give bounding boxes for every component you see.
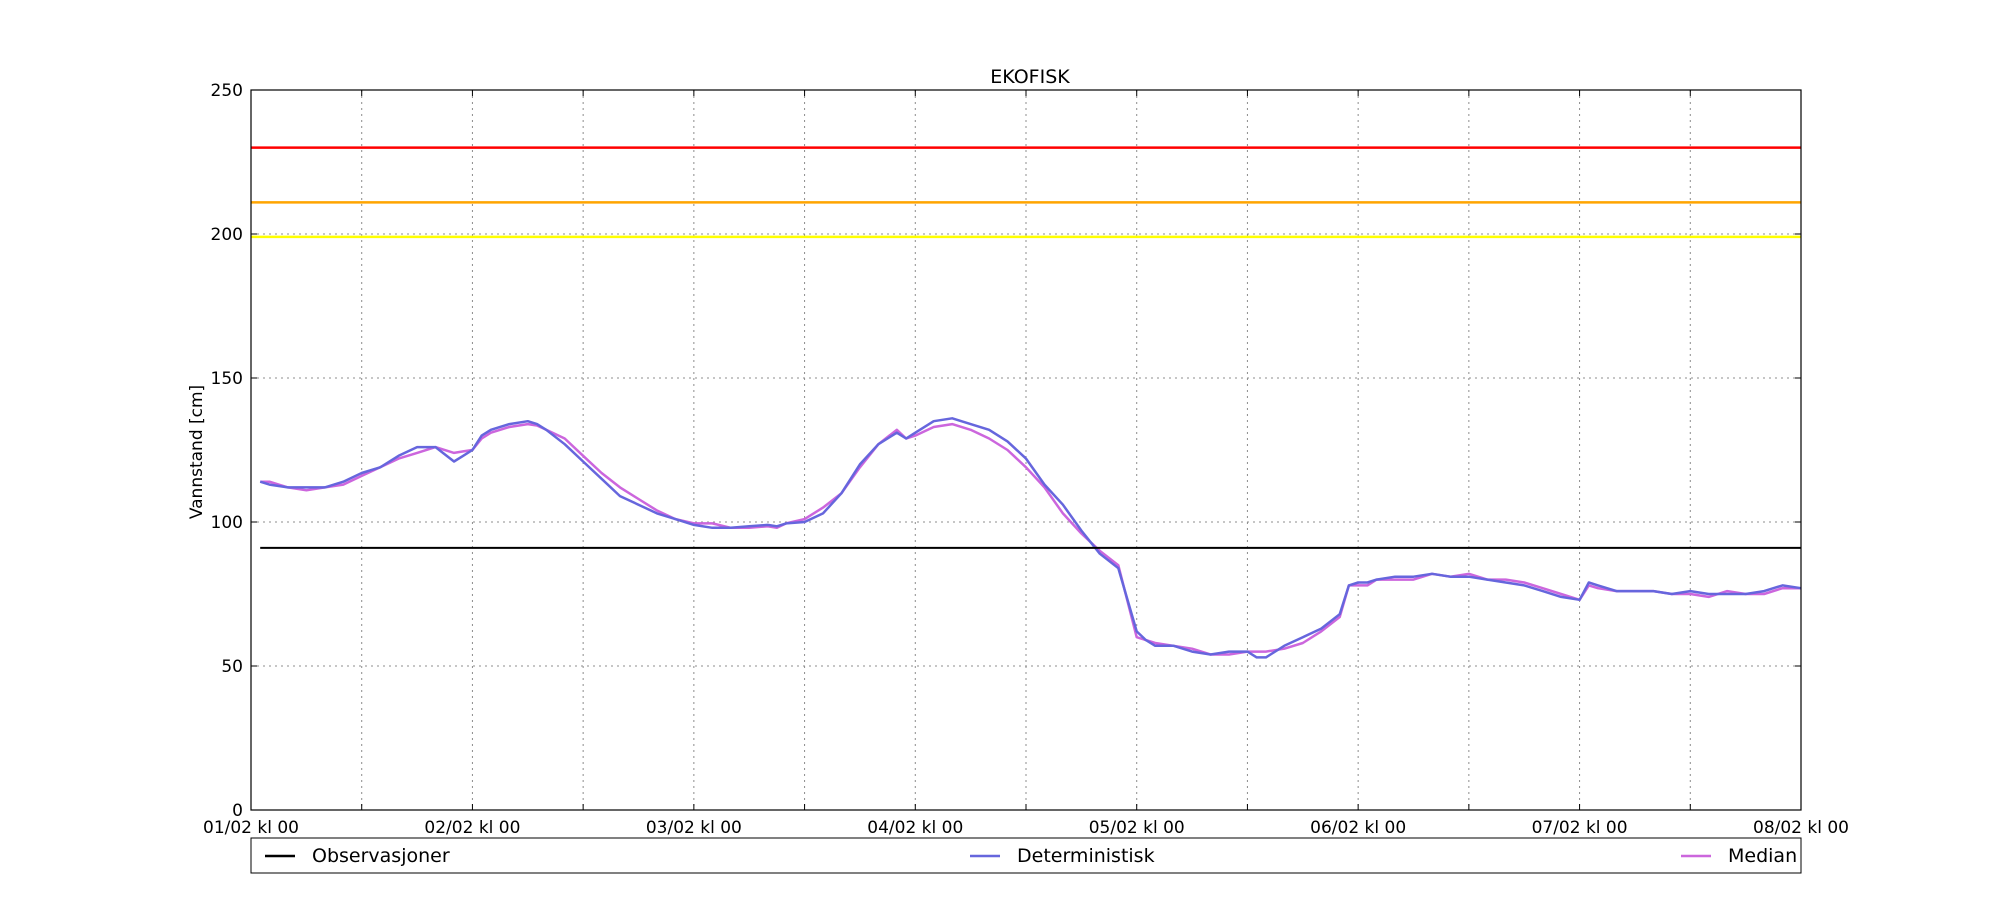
x-tick-label: 04/02 kl 00 bbox=[867, 818, 963, 838]
legend: Observasjoner Deterministisk Median bbox=[250, 837, 1802, 874]
y-tick-label: 200 bbox=[211, 225, 243, 245]
series-lines bbox=[259, 417, 1802, 659]
x-tick-label: 01/02 kl 00 bbox=[203, 818, 299, 838]
y-tick-label: 250 bbox=[211, 81, 243, 101]
legend-label: Observasjoner bbox=[312, 845, 450, 867]
x-tick-label: 08/02 kl 00 bbox=[1753, 818, 1849, 838]
x-tick-label: 07/02 kl 00 bbox=[1532, 818, 1628, 838]
y-tick-label: 50 bbox=[221, 657, 243, 677]
x-tick-label: 06/02 kl 00 bbox=[1310, 818, 1406, 838]
x-tick-label: 05/02 kl 00 bbox=[1089, 818, 1185, 838]
x-axis-ticks: 01/02 kl 00 02/02 kl 00 03/02 kl 00 04/02 k… bbox=[203, 90, 1849, 838]
legend-item-median: Median bbox=[1681, 845, 1797, 867]
y-tick-label: 100 bbox=[211, 513, 243, 533]
legend-item-observasjoner: Observasjoner bbox=[265, 845, 450, 867]
legend-label: Deterministisk bbox=[1017, 845, 1155, 867]
y-axis-ticks: 0 50 100 150 200 250 bbox=[211, 81, 1801, 821]
legend-box bbox=[250, 837, 1802, 874]
x-tick-label: 03/02 kl 00 bbox=[646, 818, 742, 838]
y-tick-label: 150 bbox=[211, 369, 243, 389]
series-line-median bbox=[260, 422, 1801, 656]
legend-item-deterministisk: Deterministisk bbox=[970, 845, 1155, 867]
threshold-lines bbox=[251, 146, 1801, 239]
series-line-deterministisk bbox=[259, 417, 1802, 659]
y-axis-title: Vannstand [cm] bbox=[187, 385, 207, 519]
chart-title: EKOFISK bbox=[990, 66, 1070, 88]
x-tick-label: 02/02 kl 00 bbox=[424, 818, 520, 838]
y-tick-label: 0 bbox=[232, 801, 243, 821]
grid-lines bbox=[251, 90, 1801, 810]
legend-label: Median bbox=[1728, 845, 1797, 867]
